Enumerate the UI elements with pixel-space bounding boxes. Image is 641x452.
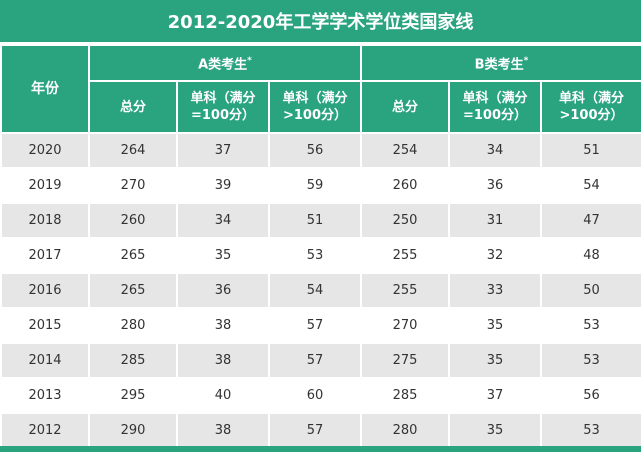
cell-a-total: 260 — [88, 202, 178, 239]
cell-a-single-eq100: 38 — [176, 307, 270, 344]
header-group-a-mark: * — [247, 55, 252, 66]
table-row: 2019 270 39 59 260 36 54 — [0, 167, 641, 204]
cell-a-total: 295 — [88, 377, 178, 414]
cell-b-total: 280 — [360, 412, 450, 449]
cell-a-single-gt100: 54 — [268, 272, 362, 309]
cell-b-single-eq100: 32 — [448, 237, 542, 274]
cell-b-total: 254 — [360, 132, 450, 169]
cell-year: 2017 — [0, 237, 90, 274]
cell-b-total: 250 — [360, 202, 450, 239]
cell-a-single-eq100: 39 — [176, 167, 270, 204]
cell-a-single-gt100: 60 — [268, 377, 362, 414]
header-group-b: B类考生* — [360, 44, 641, 82]
header-group-a: A类考生* — [88, 44, 362, 82]
header-group-a-label: A类考生 — [198, 57, 248, 73]
table-row: 2020 264 37 56 254 34 51 — [0, 132, 641, 169]
cell-year: 2020 — [0, 132, 90, 169]
cell-a-total: 285 — [88, 342, 178, 379]
cell-a-single-eq100: 37 — [176, 132, 270, 169]
cell-b-total: 285 — [360, 377, 450, 414]
cell-b-total: 270 — [360, 307, 450, 344]
cell-a-total: 290 — [88, 412, 178, 449]
header-b-total: 总分 — [360, 80, 450, 134]
cell-b-single-eq100: 35 — [448, 342, 542, 379]
cell-a-single-eq100: 40 — [176, 377, 270, 414]
cell-b-single-gt100: 47 — [540, 202, 641, 239]
cell-a-total: 264 — [88, 132, 178, 169]
table-row: 2017 265 35 53 255 32 48 — [0, 237, 641, 274]
table-row: 2013 295 40 60 285 37 56 — [0, 377, 641, 414]
header-group-b-label: B类考生 — [474, 57, 524, 73]
cell-b-single-eq100: 37 — [448, 377, 542, 414]
header-a-single-eq100: 单科（满分=100分） — [176, 80, 270, 134]
cell-year: 2019 — [0, 167, 90, 204]
table-title: 2012-2020年工学学术学位类国家线 — [0, 0, 641, 44]
cell-b-single-eq100: 34 — [448, 132, 542, 169]
table-row: 2014 285 38 57 275 35 53 — [0, 342, 641, 379]
cell-a-total: 270 — [88, 167, 178, 204]
cell-year: 2012 — [0, 412, 90, 449]
cell-a-total: 280 — [88, 307, 178, 344]
cell-b-single-eq100: 36 — [448, 167, 542, 204]
cell-a-single-gt100: 57 — [268, 342, 362, 379]
cell-year: 2018 — [0, 202, 90, 239]
cell-b-total: 275 — [360, 342, 450, 379]
cell-a-single-eq100: 38 — [176, 412, 270, 449]
national-line-table: 年份 A类考生* B类考生* 总分 单科（满分=100分） 单科（满分>100分… — [0, 44, 641, 449]
cell-a-single-gt100: 51 — [268, 202, 362, 239]
cell-a-single-gt100: 57 — [268, 307, 362, 344]
bottom-accent-bar — [0, 446, 641, 452]
cell-b-single-eq100: 35 — [448, 412, 542, 449]
cell-b-single-gt100: 53 — [540, 342, 641, 379]
cell-a-single-eq100: 36 — [176, 272, 270, 309]
cell-b-single-gt100: 53 — [540, 307, 641, 344]
cell-b-single-gt100: 48 — [540, 237, 641, 274]
cell-a-single-eq100: 34 — [176, 202, 270, 239]
header-b-single-eq100: 单科（满分=100分） — [448, 80, 542, 134]
header-a-total: 总分 — [88, 80, 178, 134]
header-a-single-gt100: 单科（满分>100分） — [268, 80, 362, 134]
header-b-single-gt100: 单科（满分>100分） — [540, 80, 641, 134]
cell-a-total: 265 — [88, 272, 178, 309]
cell-a-total: 265 — [88, 237, 178, 274]
cell-b-single-gt100: 53 — [540, 412, 641, 449]
cell-b-single-eq100: 35 — [448, 307, 542, 344]
cell-b-total: 255 — [360, 272, 450, 309]
cell-b-single-gt100: 50 — [540, 272, 641, 309]
cell-year: 2016 — [0, 272, 90, 309]
cell-year: 2014 — [0, 342, 90, 379]
header-group-b-mark: * — [523, 55, 529, 66]
table-row: 2018 260 34 51 250 31 47 — [0, 202, 641, 239]
cell-b-total: 260 — [360, 167, 450, 204]
cell-b-single-gt100: 56 — [540, 377, 641, 414]
cell-b-single-eq100: 31 — [448, 202, 542, 239]
cell-year: 2013 — [0, 377, 90, 414]
table-row: 2016 265 36 54 255 33 50 — [0, 272, 641, 309]
cell-a-single-gt100: 57 — [268, 412, 362, 449]
cell-b-single-eq100: 33 — [448, 272, 542, 309]
cell-a-single-gt100: 53 — [268, 237, 362, 274]
cell-year: 2015 — [0, 307, 90, 344]
cell-a-single-eq100: 38 — [176, 342, 270, 379]
header-year: 年份 — [0, 44, 90, 134]
cell-a-single-gt100: 56 — [268, 132, 362, 169]
table-row: 2012 290 38 57 280 35 53 — [0, 412, 641, 449]
cell-a-single-gt100: 59 — [268, 167, 362, 204]
cell-b-total: 255 — [360, 237, 450, 274]
table-row: 2015 280 38 57 270 35 53 — [0, 307, 641, 344]
cell-a-single-eq100: 35 — [176, 237, 270, 274]
cell-b-single-gt100: 51 — [540, 132, 641, 169]
cell-b-single-gt100: 54 — [540, 167, 641, 204]
